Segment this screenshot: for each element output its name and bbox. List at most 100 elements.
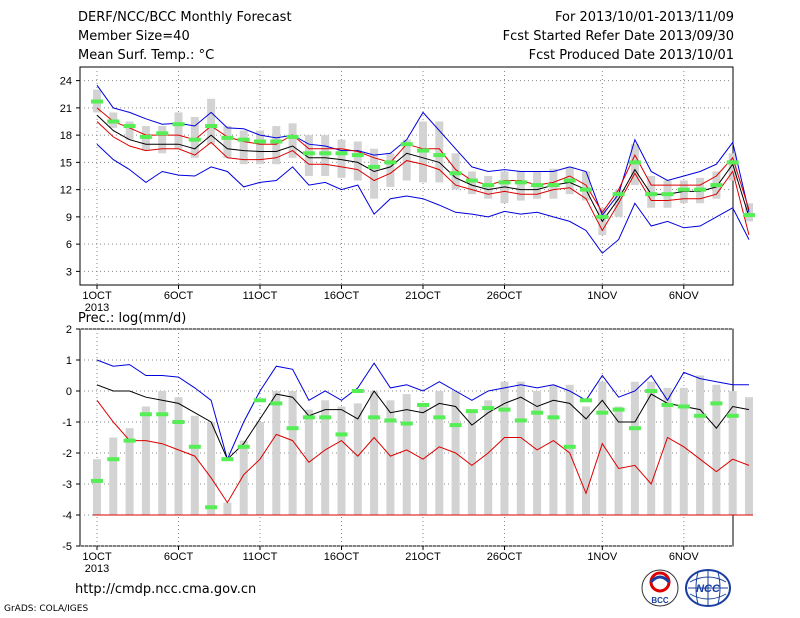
ensemble-box <box>647 381 656 515</box>
source-url[interactable]: http://cmdp.ncc.cma.gov.cn <box>75 582 257 597</box>
ensemble-box <box>549 384 558 515</box>
x-tick-label: 21OCT <box>405 290 441 302</box>
ensemble-box <box>630 144 639 186</box>
max-series-line <box>96 359 749 461</box>
ensemble-box <box>614 406 623 515</box>
x-tick-label: 16OCT <box>324 290 360 302</box>
x-tick-label: 11OCT <box>243 290 278 302</box>
ensemble-box <box>207 422 216 515</box>
y-tick-label: -2 <box>62 448 72 460</box>
y-tick-label: 24 <box>60 76 72 88</box>
ensemble-box <box>484 176 493 199</box>
ensemble-box <box>402 394 411 515</box>
y-tick-label: 6 <box>66 239 72 251</box>
ensemble-box <box>630 381 639 515</box>
y-tick-label: -5 <box>62 541 72 553</box>
ensemble-box <box>207 98 216 145</box>
ensemble-box <box>435 391 444 515</box>
ensemble-box <box>239 440 248 515</box>
ensemble-box <box>321 400 330 515</box>
ensemble-box <box>125 428 134 515</box>
bcc-logo-text: BCC <box>651 596 669 605</box>
y-tick-label: 0 <box>66 386 72 398</box>
ensemble-box <box>386 400 395 515</box>
ensemble-box <box>370 148 379 199</box>
y-tick-label: 18 <box>60 130 72 142</box>
y-tick-label: 15 <box>60 157 72 169</box>
x-tick-label: 1OCT <box>82 551 112 563</box>
ensemble-box <box>500 381 509 515</box>
y-tick-label: 2 <box>66 324 72 336</box>
ncc-logo-text: NCC <box>696 583 721 595</box>
ensemble-box <box>190 116 199 158</box>
ensemble-box <box>728 153 737 181</box>
ensemble-box <box>256 422 264 515</box>
x-tick-label: 6OCT <box>164 290 194 302</box>
lower-series-line <box>96 121 750 236</box>
min-series-line <box>96 143 750 254</box>
ensemble-box <box>158 391 167 515</box>
ensemble-box <box>321 135 330 176</box>
ncc-logo: NCC <box>685 569 731 607</box>
forecast-period: For 2013/10/01-2013/11/09 <box>555 10 734 25</box>
ensemble-box <box>712 384 721 515</box>
variable-label: Mean Surf. Temp.: °C <box>78 48 215 63</box>
ensemble-box <box>663 387 672 515</box>
ensemble-box <box>598 381 607 515</box>
bcc-logo: BCC <box>641 569 679 607</box>
y-tick-label: -3 <box>62 479 72 491</box>
ensemble-box <box>728 391 737 515</box>
ensemble-box <box>93 459 101 515</box>
mean-series-line <box>96 114 750 223</box>
ensemble-box <box>647 176 656 208</box>
ensemble-box <box>141 406 150 515</box>
min-series-line <box>96 399 750 504</box>
ensemble-box <box>337 406 346 515</box>
ensemble-box <box>272 126 281 165</box>
ensemble-box <box>353 403 362 515</box>
ensemble-box <box>256 130 264 165</box>
ensemble-box <box>679 387 688 515</box>
precip-panel-title: Prec.: log(mm/d) <box>78 311 186 326</box>
x-tick-label: 26OCT <box>487 290 523 302</box>
ensemble-box <box>125 121 134 140</box>
x-tick-label: 16OCT <box>324 551 360 563</box>
ensemble-box <box>288 123 297 158</box>
mean-series-line <box>96 384 750 461</box>
ensemble-box <box>467 171 476 195</box>
x-tick-label: 6OCT <box>164 551 194 563</box>
year-label: 2013 <box>85 302 109 314</box>
ensemble-box <box>174 112 183 149</box>
y-tick-label: 3 <box>66 266 72 278</box>
ensemble-box <box>272 391 281 515</box>
ensemble-box <box>239 130 248 165</box>
ensemble-box <box>745 203 753 222</box>
y-tick-label: 1 <box>66 355 72 367</box>
ensemble-box <box>158 126 167 154</box>
ensemble-box <box>223 502 232 515</box>
y-tick-label: 21 <box>60 103 72 115</box>
ensemble-box <box>565 384 574 515</box>
x-tick-label: 1NOV <box>587 551 618 563</box>
ensemble-box <box>337 139 346 178</box>
member-size-label: Member Size=40 <box>78 29 190 44</box>
ensemble-box <box>370 391 379 515</box>
ensemble-box <box>745 397 753 515</box>
x-tick-label: 26OCT <box>487 551 523 563</box>
grads-credit: GrADS: COLA/IGES <box>4 604 89 614</box>
ensemble-box <box>516 381 525 515</box>
ensemble-box <box>582 406 590 515</box>
year-label: 2013 <box>85 563 109 575</box>
x-tick-label: 6NOV <box>669 290 700 302</box>
ensemble-box <box>190 415 199 515</box>
ensemble-box <box>435 121 444 183</box>
ensemble-box <box>467 409 476 515</box>
x-tick-label: 21OCT <box>405 551 441 563</box>
x-tick-label: 1OCT <box>82 290 112 302</box>
y-tick-label: 12 <box>60 185 72 197</box>
x-tick-label: 11OCT <box>243 551 278 563</box>
fcst-started-date: Fcst Started Refer Date 2013/09/30 <box>502 29 734 44</box>
y-tick-label: -4 <box>62 510 72 522</box>
